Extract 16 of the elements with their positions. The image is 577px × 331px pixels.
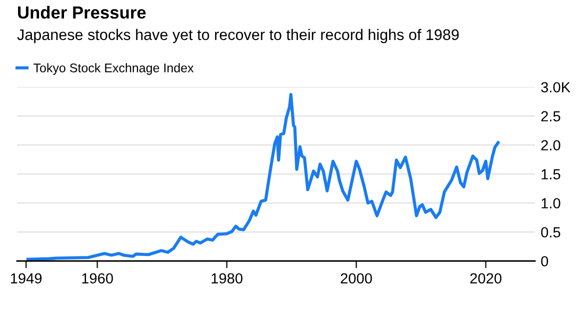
x-tick-label: 1960 xyxy=(82,273,113,284)
y-tick-label: 1.0 xyxy=(542,198,560,208)
x-tick-label: 1980 xyxy=(212,273,242,284)
x-tick-label: 2020 xyxy=(470,273,502,284)
y-tick-label: 2.5 xyxy=(541,111,560,122)
y-tick-label: 3.0K xyxy=(541,82,570,92)
line-series xyxy=(26,93,500,261)
x-tick-label: 1949 xyxy=(10,273,42,284)
legend-label: Tokyo Stock Exchnage Index xyxy=(34,63,194,75)
y-tick-label: 0.5 xyxy=(541,227,560,238)
chart-title: Under Pressure xyxy=(18,6,146,19)
y-tick-label: 1.5 xyxy=(542,169,560,180)
x-tick-label: 2000 xyxy=(340,273,372,284)
y-tick-label: 2.0 xyxy=(541,140,560,150)
y-tick-label: 0 xyxy=(541,256,548,266)
chart-subtitle: Japanese stocks have yet to recover to their record highs of 1989 xyxy=(17,28,459,44)
